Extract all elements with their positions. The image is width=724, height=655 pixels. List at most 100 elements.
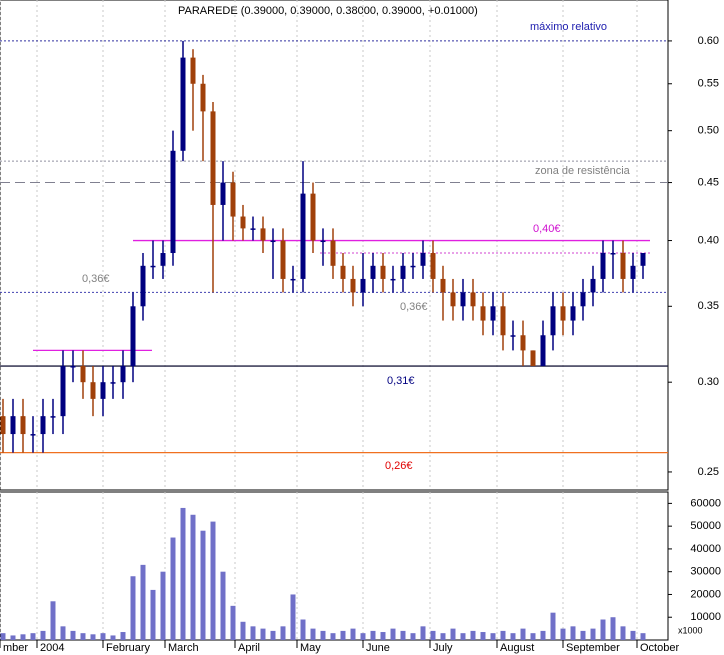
candle-body (580, 292, 586, 307)
candle-body (250, 228, 256, 230)
y-tick-label: 0.35 (698, 300, 719, 312)
volume-bar (180, 507, 186, 640)
volume-bar (600, 619, 606, 640)
candle-body (150, 265, 156, 268)
y-tick-label: 0.60 (698, 35, 719, 47)
candle-body (50, 416, 56, 418)
candle-body (110, 382, 116, 384)
candle-body (40, 416, 46, 435)
x-tick-label: May (300, 642, 321, 654)
x-tick-label: mber (3, 642, 28, 654)
volume-bar (350, 628, 356, 640)
candle-body (180, 57, 186, 151)
candle-body (630, 265, 636, 279)
candle-body (10, 416, 16, 435)
y-tick-label: 0.50 (698, 125, 719, 137)
candle-body (330, 240, 336, 266)
x-tick-label: August (500, 642, 534, 654)
volume-bar (210, 521, 216, 640)
volume-bar (10, 635, 16, 640)
level-label: 0,26€ (385, 460, 413, 472)
level-label: zona de resistência (535, 165, 631, 177)
x-tick-label: July (433, 642, 453, 654)
candle-body (570, 306, 576, 321)
volume-bar (490, 633, 496, 640)
volume-bar (590, 628, 596, 640)
candle-body (120, 366, 126, 383)
candle-body (420, 253, 426, 266)
candle-body (140, 265, 146, 307)
candle-body (240, 216, 246, 229)
chart-title: PARAREDE (0.39000, 0.39000, 0.38000, 0.3… (178, 5, 478, 17)
volume-bar (360, 633, 366, 640)
price-frame (0, 0, 669, 491)
volume-bar (510, 633, 516, 640)
level-label: 0,36€ (400, 301, 428, 313)
x-tick-label: April (238, 642, 260, 654)
volume-tick-label: 30000 (690, 566, 721, 578)
candle-body (460, 292, 466, 307)
candle-body (70, 366, 76, 368)
candle-body (220, 182, 226, 205)
candle-body (320, 240, 326, 243)
candle-body (610, 253, 616, 255)
candle-body (410, 265, 416, 268)
volume-bar (320, 630, 326, 640)
volume-frame (0, 491, 669, 641)
volume-tick-label: 10000 (690, 611, 721, 623)
volume-bar (30, 633, 36, 640)
volume-bar (570, 626, 576, 640)
volume-bar (410, 633, 416, 640)
volume-bar (620, 626, 626, 640)
volume-bar (560, 628, 566, 640)
volume-bar (0, 633, 6, 640)
candle-body (470, 292, 476, 307)
x-tick-label: February (106, 642, 151, 654)
volume-bar (80, 633, 86, 640)
candle-body (190, 57, 196, 84)
candle-body (100, 382, 106, 399)
candle-body (480, 306, 486, 321)
candle-body (370, 265, 376, 279)
candle-body (230, 182, 236, 217)
candle-body (290, 278, 296, 281)
candle-body (170, 150, 176, 254)
candle-body (530, 350, 536, 367)
volume-bar (480, 632, 486, 640)
volume-bar (420, 626, 426, 640)
candle-body (560, 306, 566, 321)
y-tick-label: 0.40 (698, 234, 719, 246)
volume-bar (140, 564, 146, 640)
volume-bar (380, 632, 386, 640)
x-tick-label: September (566, 642, 620, 654)
volume-bar (220, 571, 226, 640)
volume-bar (40, 630, 46, 640)
y-tick-label: 0.30 (698, 376, 719, 388)
candle-body (400, 265, 406, 279)
candle-body (520, 335, 526, 351)
volume-bar (540, 630, 546, 640)
volume-bar (250, 626, 256, 640)
candle-body (380, 265, 386, 279)
volume-bar (100, 633, 106, 640)
candle-body (450, 292, 456, 307)
x-tick-label: March (168, 642, 199, 654)
candle-body (550, 306, 556, 336)
volume-bar (390, 628, 396, 640)
candle-body (430, 253, 436, 279)
candle-body (360, 278, 366, 293)
candle-body (510, 335, 516, 337)
volume-bar (400, 630, 406, 640)
volume-tick-label: 50000 (690, 520, 721, 532)
candle-body (280, 240, 286, 279)
volume-bar (280, 626, 286, 640)
candle-body (260, 228, 266, 241)
volume-bar (530, 633, 536, 640)
candle-body (30, 434, 36, 436)
volume-bar (240, 621, 246, 640)
volume-bar (300, 619, 306, 640)
volume-bar (110, 635, 116, 640)
candle-body (300, 193, 306, 279)
volume-bar (290, 594, 296, 640)
